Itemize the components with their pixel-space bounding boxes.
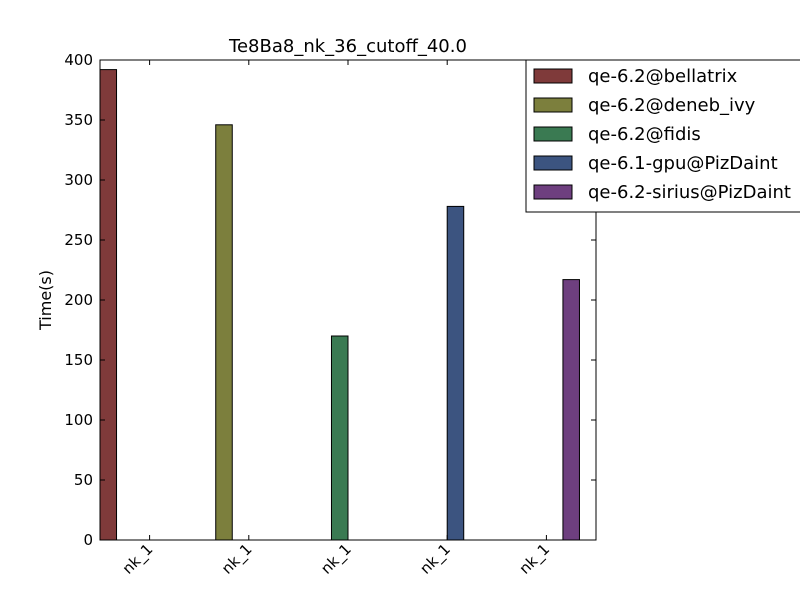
legend-swatch: [533, 155, 573, 171]
bar: [562, 279, 580, 541]
y-tick-label: 50: [74, 471, 93, 489]
bar: [446, 205, 465, 541]
legend: qe-6.2@bellatrix qe-6.2@deneb_ivy qe-6.2@f…: [525, 59, 800, 213]
legend-swatch: [533, 97, 573, 113]
y-tick-label: 350: [64, 111, 93, 129]
bars-layer: [99, 69, 580, 541]
chart-title: Te8Ba8_nk_36_cutoff_40.0: [228, 36, 467, 57]
legend-label: qe-6.2@fidis: [588, 124, 701, 145]
bar: [99, 69, 118, 541]
legend-label: qe-6.1-gpu@PizDaint: [588, 153, 778, 174]
bar: [215, 124, 233, 541]
y-tick-label: 0: [83, 531, 93, 549]
y-tick-label: 250: [64, 231, 93, 249]
bar: [330, 335, 349, 541]
legend-label: qe-6.2@bellatrix: [588, 66, 738, 87]
y-tick-label: 200: [64, 291, 93, 309]
y-tick-label: 300: [64, 171, 93, 189]
legend-swatch: [533, 184, 573, 200]
y-tick-label: 100: [64, 411, 93, 429]
legend-label: qe-6.2-sirius@PizDaint: [588, 182, 791, 203]
y-tick-label: 150: [64, 351, 93, 369]
y-axis-label: Time(s): [36, 270, 55, 331]
legend-swatch: [533, 68, 573, 84]
y-tick-label: 400: [64, 51, 93, 69]
legend-swatch: [533, 126, 573, 142]
legend-label: qe-6.2@deneb_ivy: [588, 95, 756, 116]
